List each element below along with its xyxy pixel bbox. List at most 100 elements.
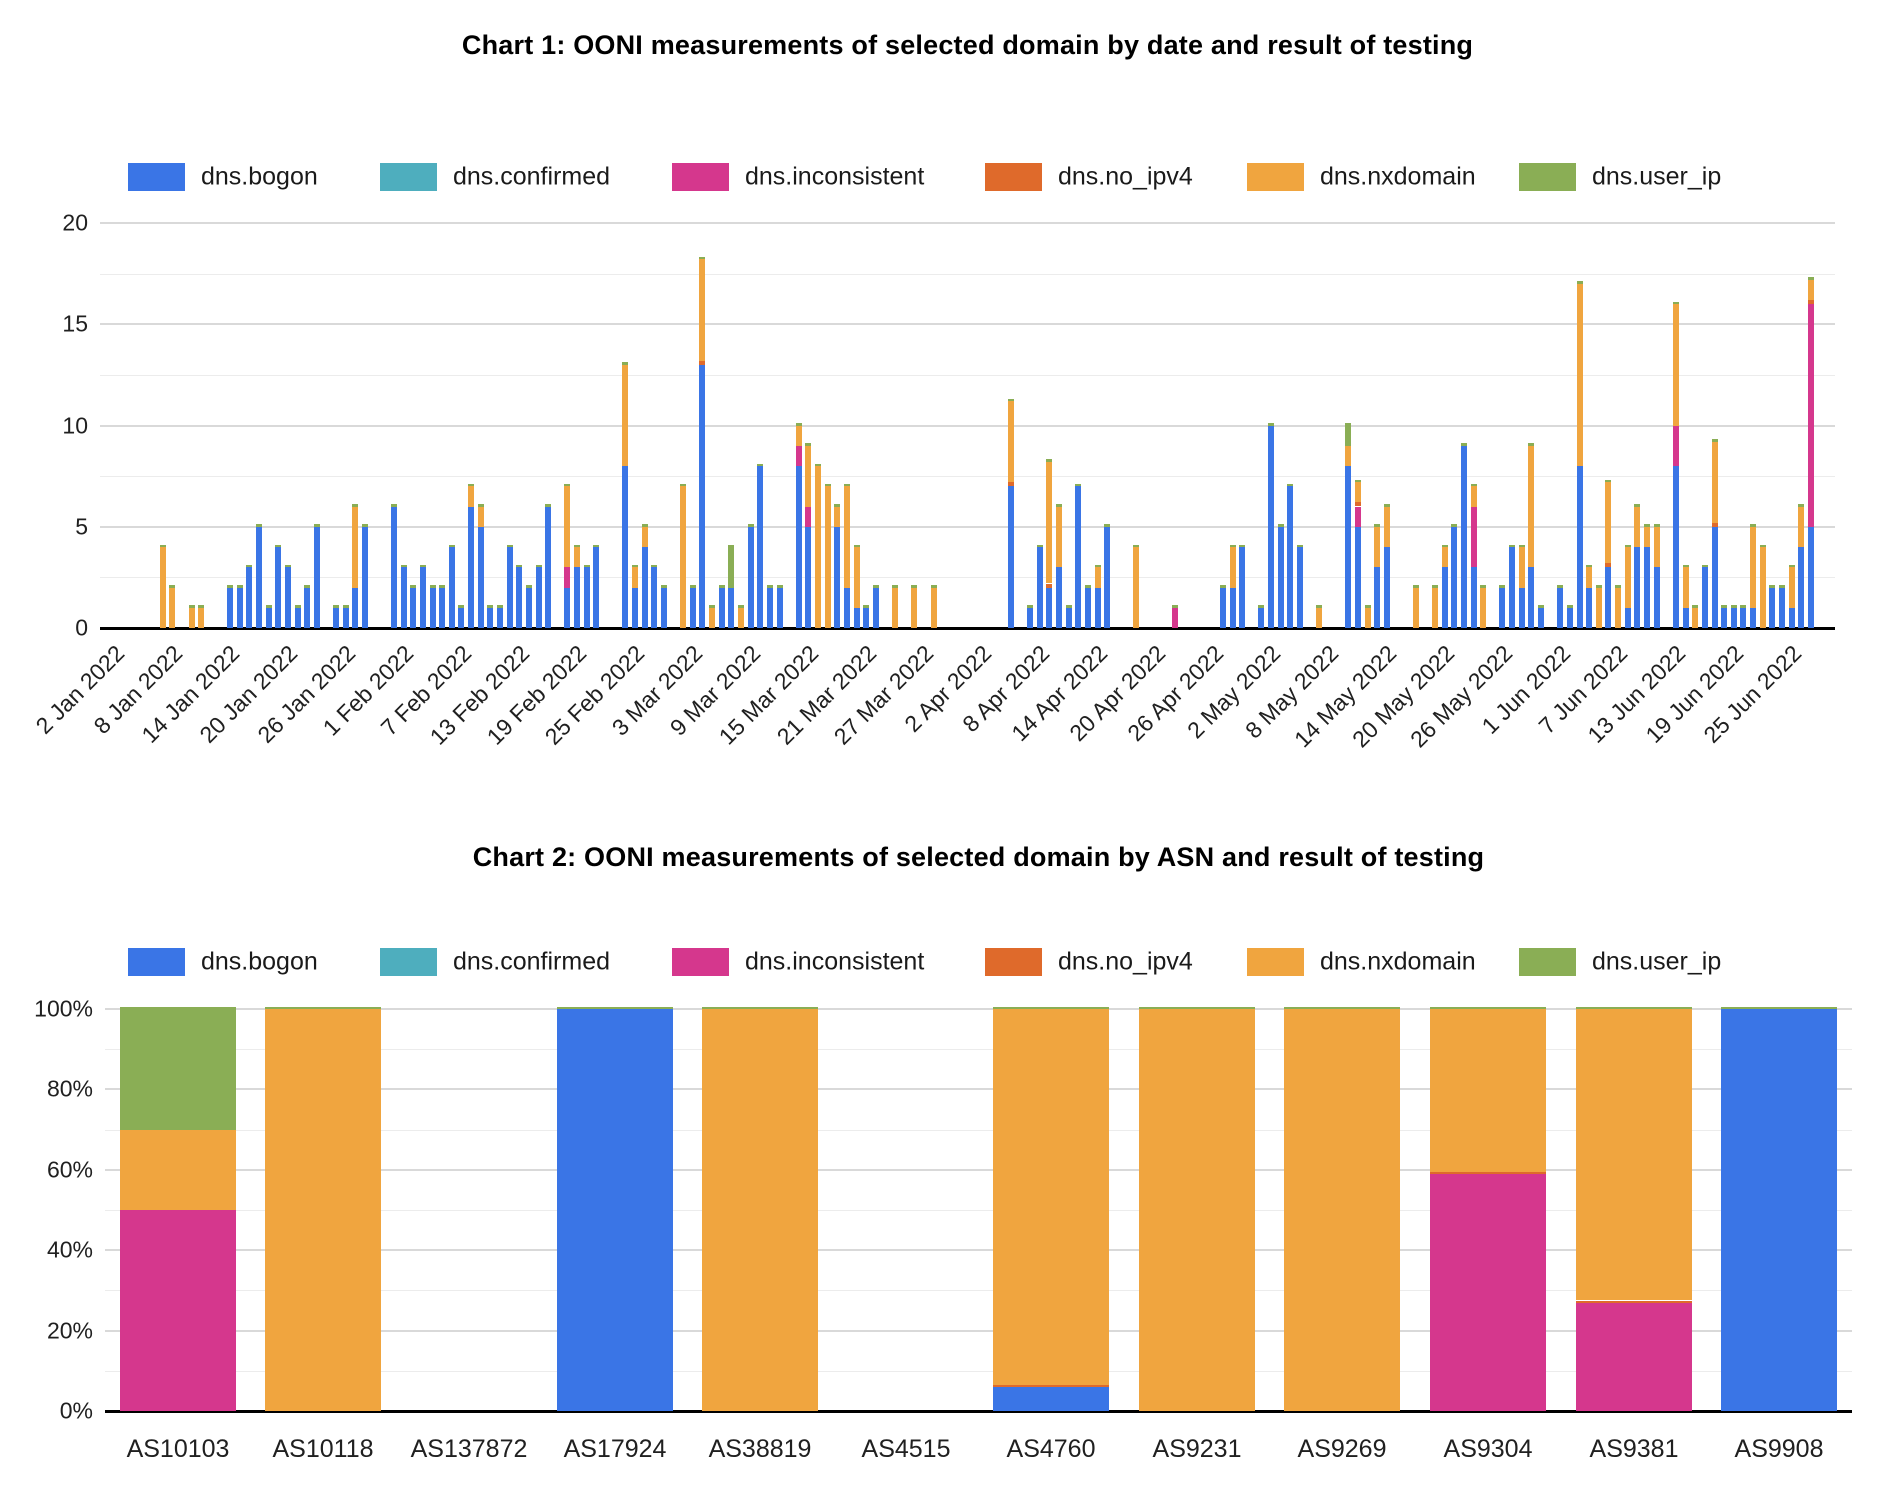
bar-segment-dns.nxdomain[interactable] bbox=[1442, 547, 1448, 568]
bar-segment-dns.bogon[interactable] bbox=[1499, 587, 1505, 628]
bar-segment-dns.bogon[interactable] bbox=[796, 466, 802, 628]
bar-segment-dns.nxdomain[interactable] bbox=[1355, 482, 1361, 503]
bar-segment-dns.bogon[interactable] bbox=[1471, 567, 1477, 629]
bar-segment-dns.nxdomain[interactable] bbox=[1365, 607, 1371, 629]
bar-segment-dns.nxdomain[interactable] bbox=[1316, 607, 1322, 629]
bar-segment-dns.bogon[interactable] bbox=[333, 607, 339, 629]
bar-segment-dns.inconsistent[interactable] bbox=[564, 567, 570, 588]
bar-segment-dns.inconsistent[interactable] bbox=[1673, 425, 1679, 466]
bar-segment-dns.bogon[interactable] bbox=[1287, 486, 1293, 629]
bar-segment-dns.nxdomain[interactable] bbox=[1384, 506, 1390, 547]
bar-segment-dns.bogon[interactable] bbox=[507, 547, 513, 628]
bar-segment-dns.bogon[interactable] bbox=[1779, 587, 1785, 628]
bar-segment-dns.nxdomain[interactable] bbox=[642, 526, 648, 548]
bar-segment-dns.nxdomain[interactable] bbox=[1528, 445, 1534, 568]
bar-segment-dns.nxdomain[interactable] bbox=[1644, 526, 1650, 548]
bar-segment-dns.bogon[interactable] bbox=[690, 587, 696, 628]
bar-segment-dns.bogon[interactable] bbox=[295, 607, 301, 629]
bar-segment-dns.bogon[interactable] bbox=[1740, 607, 1746, 629]
bar-segment-dns.bogon[interactable] bbox=[1345, 466, 1351, 628]
bar-segment-dns.bogon[interactable] bbox=[401, 567, 407, 629]
bar-segment-dns.bogon[interactable] bbox=[844, 587, 850, 628]
bar-segment-dns.no_ipv4[interactable] bbox=[1605, 563, 1611, 568]
bar-segment-dns.bogon[interactable] bbox=[1461, 445, 1467, 629]
bar-segment-dns.bogon[interactable] bbox=[439, 587, 445, 628]
bar-segment-dns.nxdomain[interactable] bbox=[1596, 587, 1602, 628]
bar-segment-dns.no_ipv4[interactable] bbox=[699, 360, 705, 365]
bar-segment-dns.bogon[interactable] bbox=[1037, 547, 1043, 628]
bar-segment-dns.bogon[interactable] bbox=[246, 567, 252, 629]
bar-segment-dns.nxdomain[interactable] bbox=[1284, 1009, 1400, 1411]
bar-segment-dns.nxdomain[interactable] bbox=[1712, 441, 1718, 523]
bar-segment-dns.no_ipv4[interactable] bbox=[1576, 1300, 1692, 1303]
bar-segment-dns.bogon[interactable] bbox=[757, 466, 763, 628]
bar-segment-dns.nxdomain[interactable] bbox=[1133, 547, 1139, 628]
bar-segment-dns.nxdomain[interactable] bbox=[1634, 506, 1640, 547]
bar-segment-dns.bogon[interactable] bbox=[728, 587, 734, 628]
bar-segment-dns.bogon[interactable] bbox=[391, 506, 397, 628]
bar-segment-dns.no_ipv4[interactable] bbox=[1355, 502, 1361, 507]
bar-segment-dns.bogon[interactable] bbox=[1538, 607, 1544, 629]
bar-segment-dns.bogon[interactable] bbox=[1104, 526, 1110, 629]
bar-segment-dns.inconsistent[interactable] bbox=[796, 445, 802, 467]
bar-segment-dns.inconsistent[interactable] bbox=[1355, 506, 1361, 527]
bar-segment-dns.bogon[interactable] bbox=[632, 587, 638, 628]
bar-segment-dns.bogon[interactable] bbox=[1683, 607, 1689, 629]
bar-segment-dns.nxdomain[interactable] bbox=[1046, 461, 1052, 584]
bar-segment-dns.no_ipv4[interactable] bbox=[993, 1384, 1109, 1387]
bar-segment-dns.bogon[interactable] bbox=[458, 607, 464, 629]
bar-segment-dns.bogon[interactable] bbox=[1056, 567, 1062, 629]
bar-segment-dns.bogon[interactable] bbox=[873, 587, 879, 628]
bar-segment-dns.bogon[interactable] bbox=[1721, 607, 1727, 629]
bar-segment-dns.bogon[interactable] bbox=[362, 526, 368, 629]
bar-segment-dns.inconsistent[interactable] bbox=[1471, 506, 1477, 568]
bar-segment-dns.bogon[interactable] bbox=[1027, 607, 1033, 629]
bar-segment-dns.bogon[interactable] bbox=[420, 567, 426, 629]
bar-segment-dns.nxdomain[interactable] bbox=[1230, 547, 1236, 588]
bar-segment-dns.nxdomain[interactable] bbox=[738, 607, 744, 629]
bar-segment-dns.inconsistent[interactable] bbox=[1172, 607, 1178, 629]
bar-segment-dns.nxdomain[interactable] bbox=[169, 587, 175, 628]
bar-segment-dns.user_ip[interactable] bbox=[1345, 425, 1351, 446]
bar-segment-dns.nxdomain[interactable] bbox=[1139, 1009, 1255, 1411]
bar-segment-dns.bogon[interactable] bbox=[767, 587, 773, 628]
bar-segment-dns.bogon[interactable] bbox=[1297, 547, 1303, 628]
bar-segment-dns.nxdomain[interactable] bbox=[632, 567, 638, 588]
bar-segment-dns.bogon[interactable] bbox=[1278, 526, 1284, 629]
bar-segment-dns.bogon[interactable] bbox=[430, 587, 436, 628]
bar-segment-dns.bogon[interactable] bbox=[564, 587, 570, 628]
bar-segment-dns.nxdomain[interactable] bbox=[1750, 526, 1756, 608]
bar-segment-dns.bogon[interactable] bbox=[314, 526, 320, 629]
bar-segment-dns.nxdomain[interactable] bbox=[815, 466, 821, 628]
bar-segment-dns.bogon[interactable] bbox=[593, 547, 599, 628]
bar-segment-dns.bogon[interactable] bbox=[410, 587, 416, 628]
bar-segment-dns.nxdomain[interactable] bbox=[699, 259, 705, 361]
bar-segment-dns.bogon[interactable] bbox=[237, 587, 243, 628]
bar-segment-dns.bogon[interactable] bbox=[487, 607, 493, 629]
bar-segment-dns.bogon[interactable] bbox=[1268, 425, 1274, 628]
bar-segment-dns.bogon[interactable] bbox=[1451, 526, 1457, 629]
bar-segment-dns.bogon[interactable] bbox=[1509, 547, 1515, 628]
bar-segment-dns.no_ipv4[interactable] bbox=[1808, 299, 1814, 304]
bar-segment-dns.bogon[interactable] bbox=[777, 587, 783, 628]
bar-segment-dns.bogon[interactable] bbox=[1702, 567, 1708, 629]
bar-segment-dns.nxdomain[interactable] bbox=[1789, 567, 1795, 608]
bar-segment-dns.nxdomain[interactable] bbox=[911, 587, 917, 628]
bar-segment-dns.bogon[interactable] bbox=[1750, 607, 1756, 629]
bar-segment-dns.nxdomain[interactable] bbox=[198, 607, 204, 629]
bar-segment-dns.bogon[interactable] bbox=[1384, 547, 1390, 628]
bar-segment-dns.bogon[interactable] bbox=[993, 1386, 1109, 1411]
bar-segment-dns.bogon[interactable] bbox=[526, 587, 532, 628]
bar-segment-dns.nxdomain[interactable] bbox=[468, 486, 474, 507]
bar-segment-dns.bogon[interactable] bbox=[285, 567, 291, 629]
bar-segment-dns.bogon[interactable] bbox=[1769, 587, 1775, 628]
bar-segment-dns.bogon[interactable] bbox=[1798, 547, 1804, 628]
bar-segment-dns.nxdomain[interactable] bbox=[1808, 279, 1814, 300]
bar-segment-dns.bogon[interactable] bbox=[1577, 466, 1583, 628]
bar-segment-dns.nxdomain[interactable] bbox=[1625, 547, 1631, 608]
bar-segment-dns.bogon[interactable] bbox=[256, 526, 262, 629]
bar-segment-dns.bogon[interactable] bbox=[468, 506, 474, 628]
bar-segment-dns.nxdomain[interactable] bbox=[709, 607, 715, 629]
bar-segment-dns.nxdomain[interactable] bbox=[702, 1009, 818, 1411]
bar-segment-dns.bogon[interactable] bbox=[1066, 607, 1072, 629]
